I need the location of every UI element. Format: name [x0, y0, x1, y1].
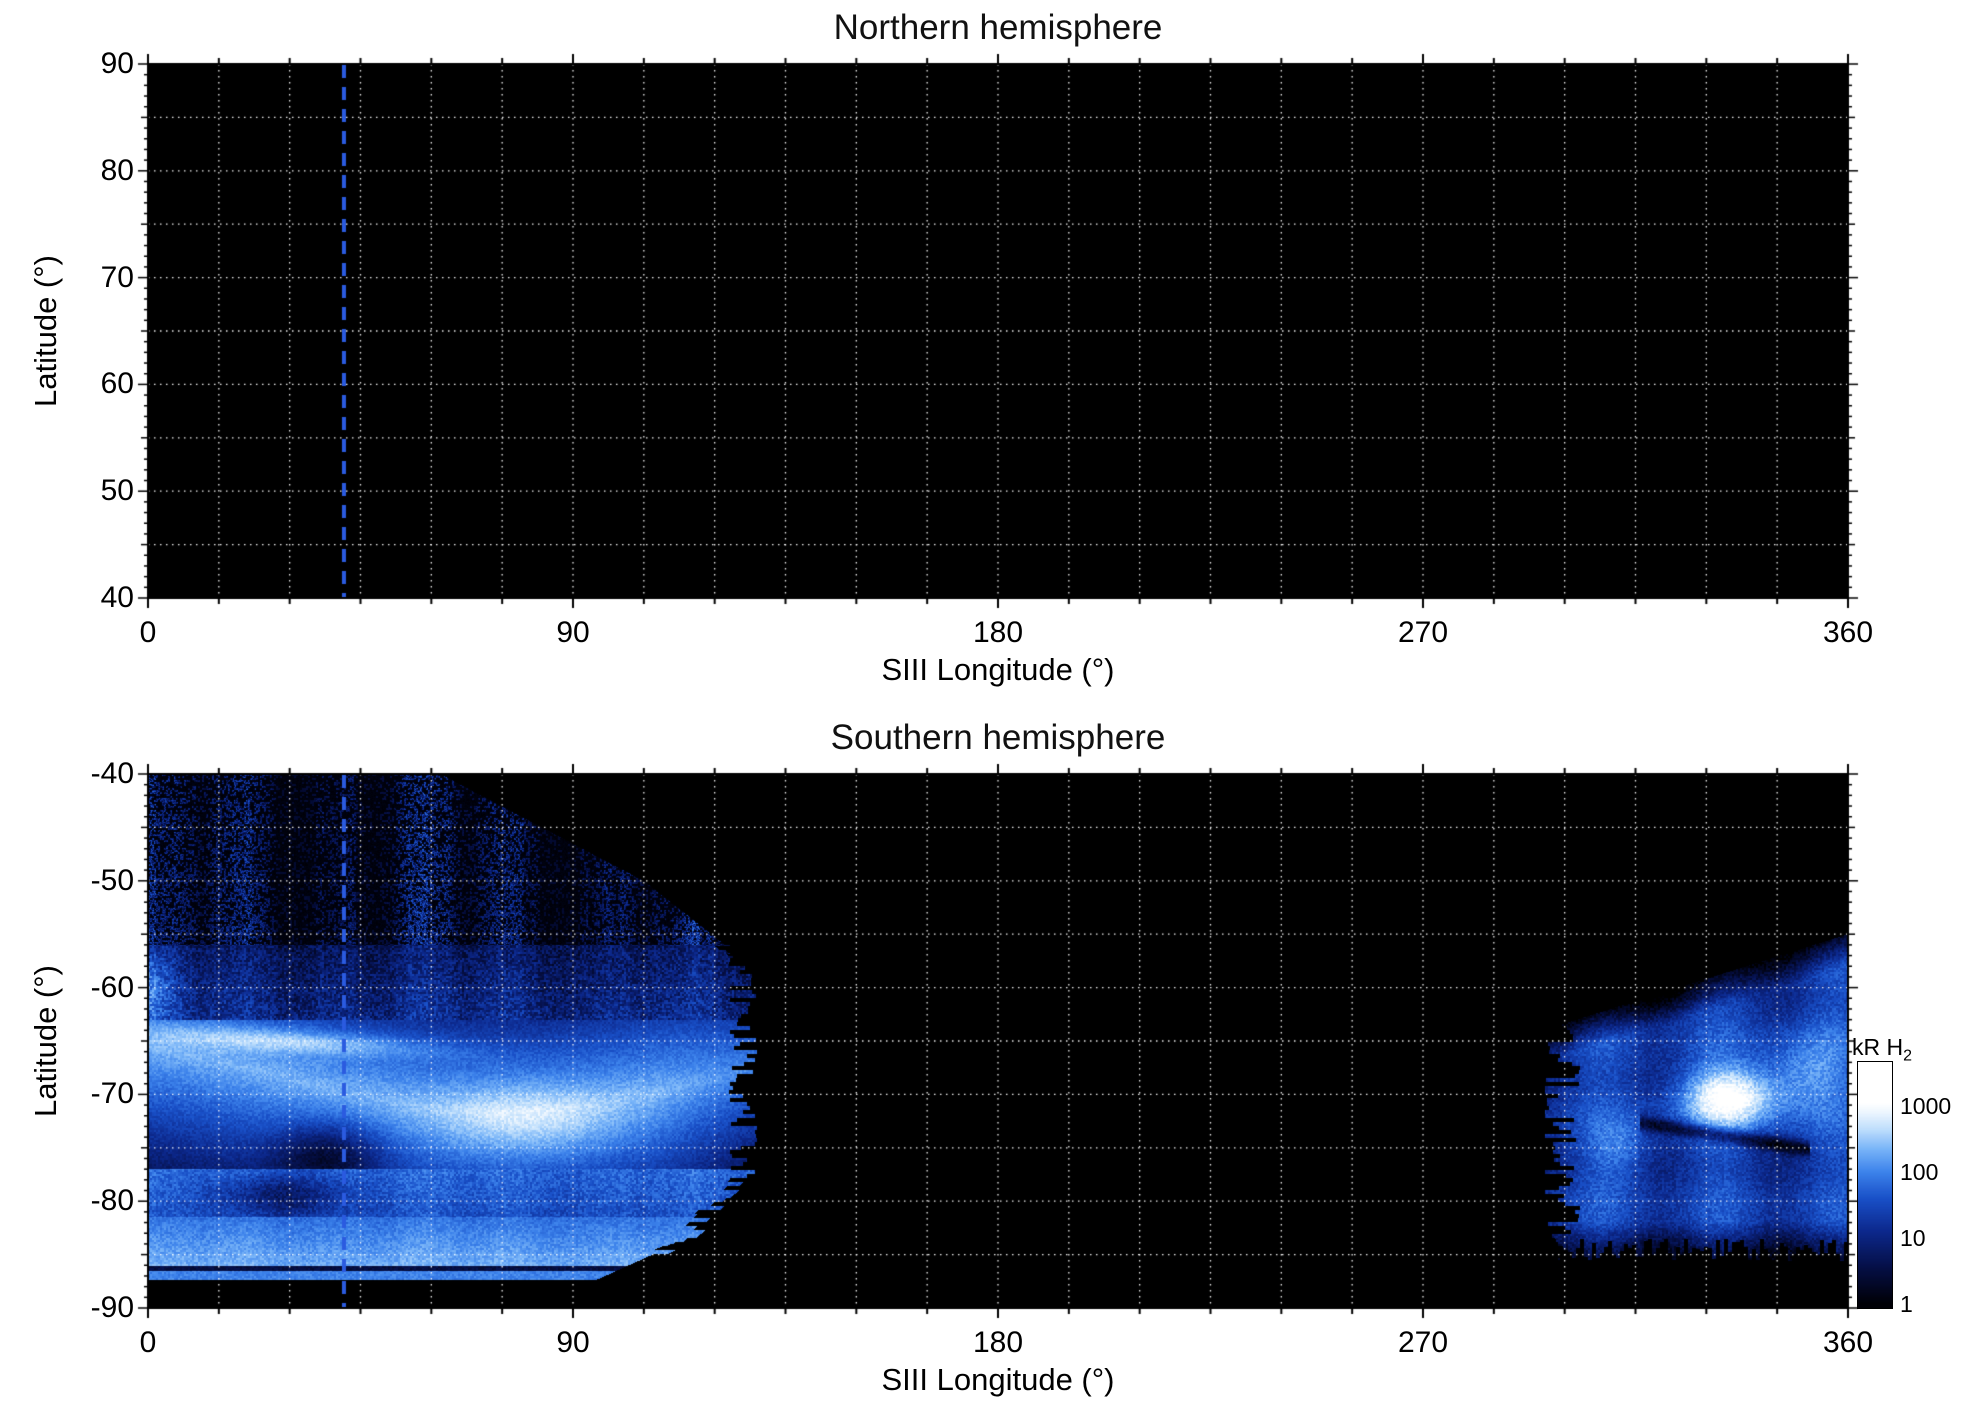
north-panel-title: Northern hemisphere	[833, 8, 1163, 47]
north-ytick-label: 70	[100, 260, 134, 294]
south-xtick-label: 0	[139, 1326, 157, 1359]
north-xaxis-label: SIII Longitude (°)	[881, 652, 1115, 687]
south-ytick-label: -90	[90, 1291, 134, 1324]
south-xtick-label: 90	[556, 1326, 590, 1359]
colorbar-gradient	[1858, 1062, 1892, 1308]
south-xtick-label: 360	[1822, 1326, 1874, 1359]
south-heatmap-canvas	[134, 760, 1862, 1322]
colorbar-tick-label: 1	[1900, 1291, 1913, 1318]
south-ytick-label: -60	[90, 970, 134, 1004]
colorbar-frame	[1857, 1061, 1893, 1309]
south-xaxis-label: SIII Longitude (°)	[881, 1362, 1115, 1397]
south-ytick-label: -70	[90, 1077, 134, 1111]
north-xtick-label: 0	[139, 616, 157, 649]
colorbar-tick-label: 100	[1900, 1159, 1939, 1186]
south-ytick-label: -40	[90, 757, 134, 790]
colorbar-tick-label: 10	[1900, 1225, 1926, 1252]
colorbar-tick-label: 1000	[1900, 1093, 1952, 1120]
south-panel-title: Southern hemisphere	[830, 718, 1166, 757]
north-ytick-label: 40	[100, 581, 134, 614]
north-xtick-label: 360	[1822, 616, 1874, 649]
north-ytick-label: 50	[100, 474, 134, 508]
north-xtick-label: 270	[1397, 616, 1449, 649]
south-xtick-label: 180	[972, 1326, 1024, 1359]
north-xtick-label: 180	[972, 616, 1024, 649]
south-ytick-label: -50	[90, 863, 134, 897]
north-ytick-label: 60	[100, 367, 134, 401]
north-yaxis-label: Latitude (°)	[28, 255, 63, 407]
north-ytick-label: 90	[100, 47, 134, 80]
north-ytick-label: 80	[100, 153, 134, 187]
north-xtick-label: 90	[556, 616, 590, 649]
north-heatmap-canvas	[134, 50, 1862, 612]
colorbar-unit-label: kR H2	[1852, 1034, 1913, 1065]
south-yaxis-label: Latitude (°)	[28, 965, 63, 1117]
south-xtick-label: 270	[1397, 1326, 1449, 1359]
south-ytick-label: -80	[90, 1184, 134, 1218]
